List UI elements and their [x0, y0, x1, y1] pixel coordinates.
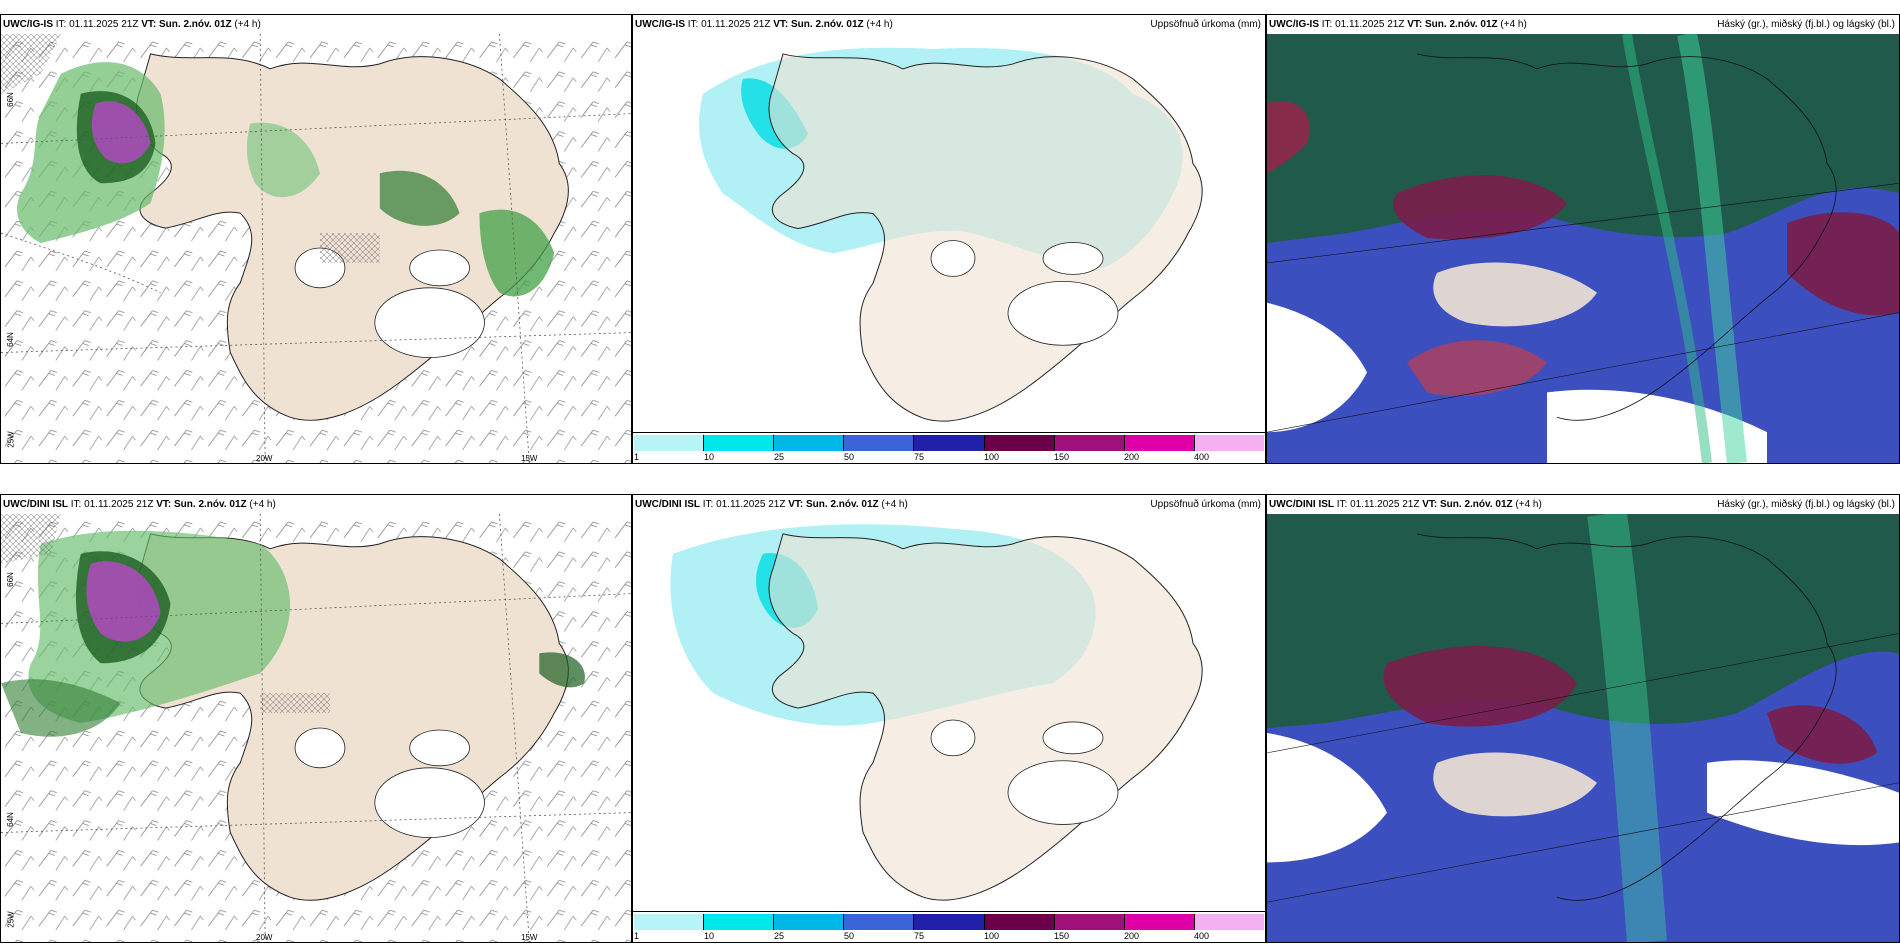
cloud-cover-map: [1267, 514, 1899, 942]
lon-label: 15W: [521, 454, 538, 463]
legend-label: 200: [1124, 452, 1140, 462]
wind-precip-map: [1, 514, 631, 942]
precip-legend: 1 10 25 50 75 100 150 200 400: [633, 432, 1265, 463]
legend-swatch: [844, 435, 915, 451]
legend-swatch: [844, 914, 915, 930]
lon-label: 15W: [521, 933, 538, 942]
panel-title: Háský (gr.), miðský (fj.bl.) og lágský (…: [1717, 19, 1895, 30]
wind-precip-map: [1, 34, 631, 463]
legend-label: 75: [913, 452, 924, 462]
panel-row2-accum-precip: UWC/DINI ISL IT: 01.11.2025 21Z VT: Sun.…: [632, 494, 1266, 943]
cloud-cover-map: [1267, 34, 1899, 463]
panel-row2-wind-precip: UWC/DINI ISL IT: 01.11.2025 21Z VT: Sun.…: [0, 494, 632, 943]
legend-label: 400: [1193, 931, 1210, 941]
legend-swatch: [984, 435, 1055, 451]
legend-label: 25: [773, 931, 784, 941]
legend-swatch: [774, 435, 845, 451]
panel-row2-clouds: UWC/DINI ISL IT: 01.11.2025 21Z VT: Sun.…: [1266, 494, 1900, 943]
legend-label: 150: [1054, 452, 1070, 462]
legend-swatch: [634, 435, 705, 451]
accum-precip-map: [633, 34, 1265, 433]
lat-label: 25W: [6, 911, 16, 928]
panel-header: UWC/DINI ISL IT: 01.11.2025 21Z VT: Sun.…: [1269, 499, 1542, 510]
legend-label: 1: [634, 452, 640, 462]
legend-label: 1: [634, 931, 640, 941]
legend-swatch: [704, 914, 775, 930]
legend-swatch: [1124, 435, 1195, 451]
legend-label: 400: [1193, 452, 1210, 462]
legend-label: 50: [844, 452, 855, 462]
panel-header: UWC/DINI ISL IT: 01.11.2025 21Z VT: Sun.…: [635, 499, 908, 510]
legend-label: 10: [703, 452, 714, 462]
legend-swatch: [1054, 914, 1125, 930]
legend-swatch: [634, 914, 705, 930]
legend-label: 100: [984, 452, 1000, 462]
legend-label: 75: [913, 931, 924, 941]
panel-header: UWC/IG-IS IT: 01.11.2025 21Z VT: Sun. 2.…: [635, 19, 893, 30]
legend-swatch: [1124, 914, 1195, 930]
legend-swatch: [774, 914, 845, 930]
accum-precip-map: [633, 514, 1265, 912]
lat-label: 25W: [6, 431, 16, 448]
panel-title: Uppsöfnuð úrkoma (mm): [1150, 499, 1261, 510]
legend-label: 100: [984, 931, 1000, 941]
legend-swatch: [1194, 435, 1264, 451]
lat-label: 66N: [5, 92, 15, 107]
lat-label: 64N: [5, 332, 15, 347]
legend-label: 50: [844, 931, 855, 941]
legend-swatch: [984, 914, 1055, 930]
panel-row1-accum-precip: UWC/IG-IS IT: 01.11.2025 21Z VT: Sun. 2.…: [632, 14, 1266, 464]
precip-legend: 1 10 25 50 75 100 150 200 400: [633, 911, 1265, 942]
legend-swatch: [1194, 914, 1264, 930]
legend-swatch: [1054, 435, 1125, 451]
panel-header: UWC/IG-IS IT: 01.11.2025 21Z VT: Sun. 2.…: [1269, 19, 1527, 30]
lat-label: 64N: [5, 812, 15, 827]
legend-swatch: [914, 435, 985, 451]
legend-swatch: [914, 914, 985, 930]
panel-title: Uppsöfnuð úrkoma (mm): [1150, 19, 1261, 30]
legend-label: 200: [1124, 931, 1140, 941]
panel-header: UWC/DINI ISL IT: 01.11.2025 21Z VT: Sun.…: [3, 499, 276, 510]
lon-label: 20W: [256, 933, 273, 942]
panel-row1-wind-precip: UWC/IG-IS IT: 01.11.2025 21Z VT: Sun. 2.…: [0, 14, 632, 464]
legend-label: 150: [1054, 931, 1070, 941]
legend-swatch: [704, 435, 775, 451]
lon-label: 20W: [256, 454, 273, 463]
panel-row1-clouds: UWC/IG-IS IT: 01.11.2025 21Z VT: Sun. 2.…: [1266, 14, 1900, 464]
lat-label: 66N: [5, 572, 15, 587]
legend-label: 25: [773, 452, 784, 462]
legend-label: 10: [703, 931, 714, 941]
panel-header: UWC/IG-IS IT: 01.11.2025 21Z VT: Sun. 2.…: [3, 19, 261, 30]
panel-title: Háský (gr.), miðský (fj.bl.) og lágský (…: [1717, 499, 1895, 510]
